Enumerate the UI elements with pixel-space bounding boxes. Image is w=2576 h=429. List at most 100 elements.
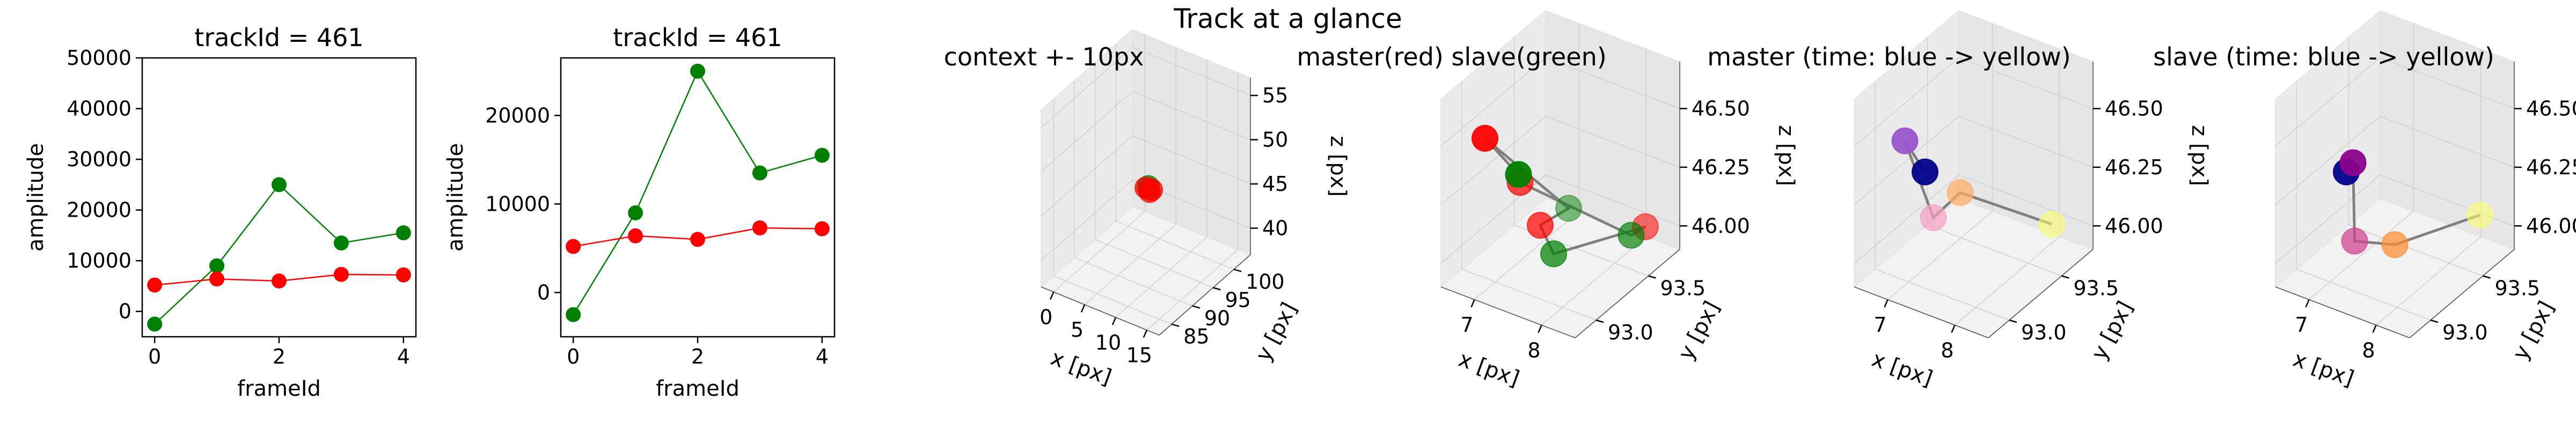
x-tick-mark — [1080, 304, 1086, 313]
x-tick-label: 0 — [148, 345, 161, 368]
z-axis-label: z [px] — [1774, 125, 1798, 186]
z-tick-label: 46.25 — [2105, 156, 2163, 179]
grid-line — [2380, 116, 2515, 168]
grid-line — [2296, 269, 2431, 321]
x-tick-label: 7 — [1460, 313, 1473, 337]
y-axis-label: y [px] — [1251, 299, 1302, 366]
x-axis-line — [1041, 286, 1160, 336]
amplitude-chart-2: 0 2 4 0 10000 20000 trackId = 461 frameId amplit… — [443, 23, 836, 401]
y-axis-label: y [px] — [2087, 297, 2138, 364]
grid-line — [1958, 57, 2094, 109]
y-tick-label: 10000 — [67, 249, 131, 272]
data-point — [628, 228, 643, 243]
chart-title: trackId = 461 — [194, 23, 363, 52]
x-axis-line — [1854, 286, 1989, 338]
y-tick-mark — [2430, 319, 2439, 323]
grid-line — [1132, 47, 1251, 96]
x-axis-label: frameId — [237, 376, 321, 401]
grid-line — [1041, 47, 1133, 128]
y-tick-mark — [1171, 323, 1180, 327]
z-tick-label: 46.50 — [1692, 97, 1750, 121]
data-point — [752, 165, 767, 181]
data-point — [396, 225, 411, 241]
z-tick-label: 46.50 — [2105, 97, 2163, 121]
y-axis-label: y [px] — [1673, 297, 1724, 364]
data-point — [1527, 212, 1554, 239]
y-axis-line — [2409, 249, 2515, 338]
x-tick-mark — [1470, 299, 1475, 308]
grid-line — [1955, 236, 2060, 326]
y-tick-label: 50000 — [67, 46, 131, 70]
x-tick-label: 0 — [567, 345, 580, 368]
data-point — [272, 177, 287, 193]
x-tick-label: 4 — [397, 345, 410, 368]
data-point — [2339, 149, 2367, 176]
data-point — [1891, 127, 1919, 154]
y-tick-label: 0 — [537, 280, 550, 304]
grid-line — [1084, 224, 1176, 305]
y-tick-mark — [2009, 319, 2017, 323]
y-axis-line — [1988, 249, 2094, 338]
y-axis-label: y [px] — [2508, 297, 2559, 364]
chart-title: context +- 10px — [944, 42, 1144, 71]
y-tick-label: 100 — [1246, 270, 1285, 293]
x-axis-label: x [px] — [2290, 347, 2357, 391]
plot-frame — [560, 57, 836, 338]
data-point — [690, 232, 705, 247]
grid-line — [2275, 174, 2381, 264]
y-axis-line — [1575, 249, 1680, 338]
data-point — [1618, 221, 1645, 249]
grid-line — [1440, 116, 1546, 205]
data-point — [566, 307, 581, 322]
z-tick-label: 50 — [1262, 128, 1288, 152]
z-tick-label: 46.00 — [1692, 214, 1750, 238]
grid-line — [1545, 116, 1680, 168]
y-tick-label: 10000 — [485, 192, 550, 216]
chart-title: slave (time: blue -> yellow) — [2153, 42, 2494, 71]
data-point — [1540, 240, 1567, 268]
x-tick-label: 4 — [816, 345, 829, 368]
grid-line — [1541, 236, 1646, 326]
data-point — [2341, 227, 2368, 255]
y-tick-mark — [2061, 275, 2069, 279]
data-point — [1472, 124, 1498, 152]
data-point — [333, 235, 349, 251]
grid-line — [1115, 236, 1208, 318]
data-point — [396, 267, 411, 283]
grid-line — [2275, 116, 2381, 205]
data-point — [2038, 211, 2066, 238]
grid-line — [1875, 269, 2010, 321]
grid-line — [1095, 239, 1213, 289]
grid-line — [1041, 135, 1133, 217]
grid-line — [1958, 116, 2094, 168]
z-tick-label: 46.25 — [1692, 156, 1750, 179]
data-point — [209, 258, 225, 273]
z-tick-label: 46.50 — [2526, 97, 2576, 121]
z-tick-label: 45 — [1262, 172, 1288, 196]
grid-line — [1132, 91, 1251, 140]
grid-line — [1545, 57, 1680, 109]
grid-line — [1854, 116, 1959, 205]
y-tick-label: 30000 — [67, 147, 131, 171]
grid-line — [2380, 57, 2515, 109]
grid-line — [1461, 269, 1597, 321]
grid-line — [1053, 275, 1172, 325]
y-tick-label: 93.0 — [2442, 321, 2488, 344]
z-axis-label: z [px] — [2187, 125, 2212, 186]
data-point — [628, 205, 643, 220]
z-tick-label: 40 — [1262, 217, 1288, 240]
data-point — [1138, 180, 1161, 203]
master-time-3d-chart: 7 8 93.0 93.5 46.00 46.25 46.50 x [px] y [px] z [… — [1707, 10, 2212, 391]
y-tick-mark — [1648, 275, 1656, 279]
y-axis-line — [1159, 254, 1251, 336]
x-tick-mark — [1538, 324, 1542, 333]
x-tick-label: 2 — [691, 345, 704, 368]
grid-line — [1545, 174, 1680, 226]
x-tick-label: 15 — [1126, 344, 1152, 367]
series-line — [154, 183, 404, 325]
data-point — [1946, 179, 1974, 206]
data-point — [333, 267, 349, 282]
x-tick-mark — [1050, 291, 1055, 300]
y-tick-label: 20000 — [67, 198, 131, 222]
